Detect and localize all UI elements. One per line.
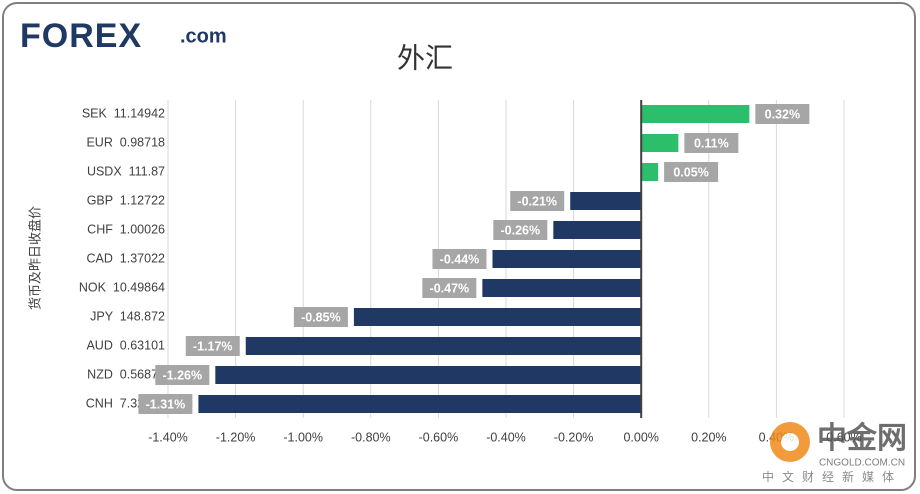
value-label: -0.47% — [430, 281, 470, 295]
value-label-box — [293, 307, 348, 327]
y-tick-label: AUD 0.63101 — [86, 338, 165, 352]
value-label-box — [755, 104, 810, 124]
value-label: -1.26% — [163, 368, 203, 382]
x-tick-label: -0.60% — [419, 430, 459, 444]
value-label: -0.21% — [517, 194, 557, 208]
watermark-site: CNGOLD.COM.CN — [819, 458, 905, 469]
y-tick-label: NOK 10.49864 — [79, 280, 165, 294]
bar — [570, 192, 642, 210]
value-label-box — [510, 191, 565, 211]
watermark-name: 中金网 — [817, 421, 907, 455]
value-label: -1.31% — [146, 397, 186, 411]
value-label-box — [493, 220, 548, 240]
y-tick-label: SEK 11.14942 — [82, 106, 165, 120]
watermark-icon — [781, 433, 799, 451]
bar — [482, 279, 642, 297]
value-label: -0.44% — [440, 252, 480, 266]
value-label: 0.05% — [673, 165, 708, 179]
x-tick-label: -0.20% — [554, 430, 594, 444]
y-tick-label: JPY 148.872 — [90, 309, 165, 323]
x-tick-label: 0.20% — [691, 430, 726, 444]
y-axis-title: 货币及昨日收盘价 — [27, 206, 42, 310]
y-tick-label: GBP 1.12722 — [87, 193, 165, 207]
y-tick-label: CAD 1.37022 — [86, 251, 165, 265]
y-tick-label: NZD 0.56872 — [87, 367, 165, 381]
bar — [198, 395, 642, 413]
value-label-box — [432, 249, 487, 269]
y-tick-label: EUR 0.98718 — [86, 135, 165, 149]
value-label-box — [138, 394, 193, 414]
bar — [641, 134, 679, 152]
y-tick-label: CHF 1.00026 — [87, 222, 165, 236]
value-label: 0.32% — [765, 107, 800, 121]
x-tick-label: -1.00% — [283, 430, 323, 444]
logo-brand: FOREX — [20, 17, 142, 55]
bar — [215, 366, 642, 384]
x-tick-label: -1.20% — [216, 430, 256, 444]
value-label-box — [155, 365, 210, 385]
bar — [553, 221, 642, 239]
bar — [641, 163, 659, 181]
value-label-box — [185, 336, 240, 356]
watermark: 中金网 CNGOLD.COM.CN 中文财经新媒体 — [762, 421, 907, 484]
value-label-box — [422, 278, 477, 298]
logo-suffix: .com — [180, 25, 227, 47]
watermark-slogan: 中文财经新媒体 — [762, 469, 902, 484]
bar — [641, 105, 750, 123]
value-label: 0.11% — [694, 136, 729, 150]
x-tick-label: -1.40% — [148, 430, 188, 444]
x-tick-label: 0.00% — [623, 430, 658, 444]
x-tick-label: -0.80% — [351, 430, 391, 444]
value-label: -1.17% — [193, 339, 233, 353]
value-label: -0.85% — [301, 310, 341, 324]
value-label: -0.26% — [501, 223, 541, 237]
y-tick-label: USDX 111.87 — [87, 164, 165, 178]
chart-title: 外汇 — [397, 42, 453, 73]
bar — [492, 250, 642, 268]
bar — [353, 308, 642, 326]
bar — [245, 337, 642, 355]
plot: -1.40% -1.20% -1.00% -0.80% -0.60% -0.40% -0.2… — [79, 100, 862, 444]
x-tick-label: 0.60% — [826, 430, 861, 444]
x-tick-label: -0.40% — [486, 430, 526, 444]
value-label-box — [684, 133, 739, 153]
value-label-box — [664, 162, 719, 182]
